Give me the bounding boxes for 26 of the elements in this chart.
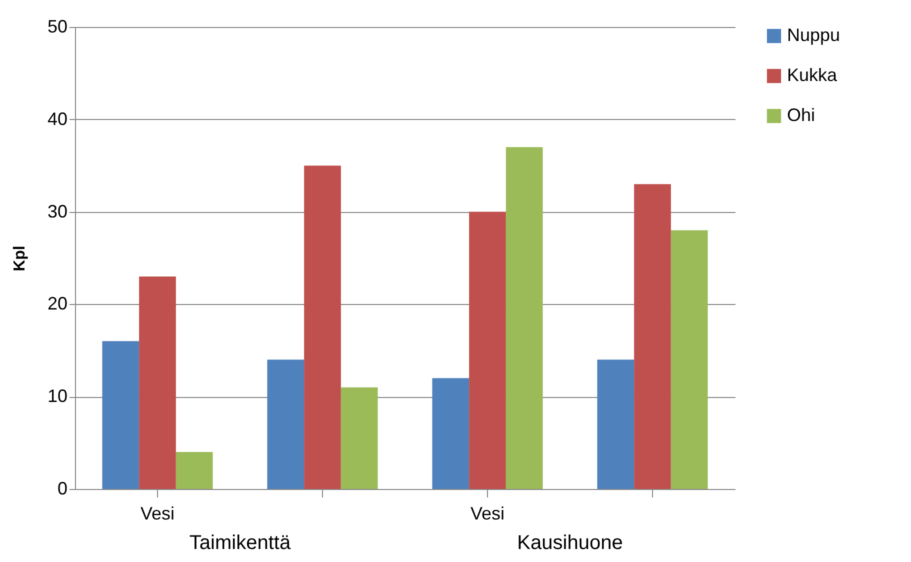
y-tick-label: 30 (47, 201, 68, 222)
y-axis-title: Kpl (11, 246, 28, 272)
bar (304, 166, 341, 489)
bar (469, 212, 506, 489)
bar (139, 276, 176, 489)
bar (506, 147, 543, 489)
bar (340, 387, 378, 489)
bar (102, 341, 140, 489)
bar (597, 360, 634, 489)
bar (267, 360, 304, 489)
y-tick-label: 10 (47, 386, 68, 406)
bar (670, 230, 708, 489)
text: Taimikenttä (189, 532, 292, 554)
x-tick-label: Vesi (470, 504, 505, 524)
bar (176, 452, 213, 489)
text: Kausihuone (517, 532, 623, 554)
x-tick-label: Vesi (140, 504, 175, 524)
y-tick-label: 40 (47, 108, 68, 129)
legend-label: Ohi (787, 105, 816, 125)
y-tick-label: 0 (57, 478, 68, 498)
bar (432, 378, 470, 489)
y-tick-label: 50 (47, 16, 68, 36)
legend-label: Kukka (787, 65, 838, 85)
legend-label: Nuppu (787, 25, 840, 45)
y-tick-label: 20 (47, 294, 68, 314)
bar (634, 184, 671, 489)
